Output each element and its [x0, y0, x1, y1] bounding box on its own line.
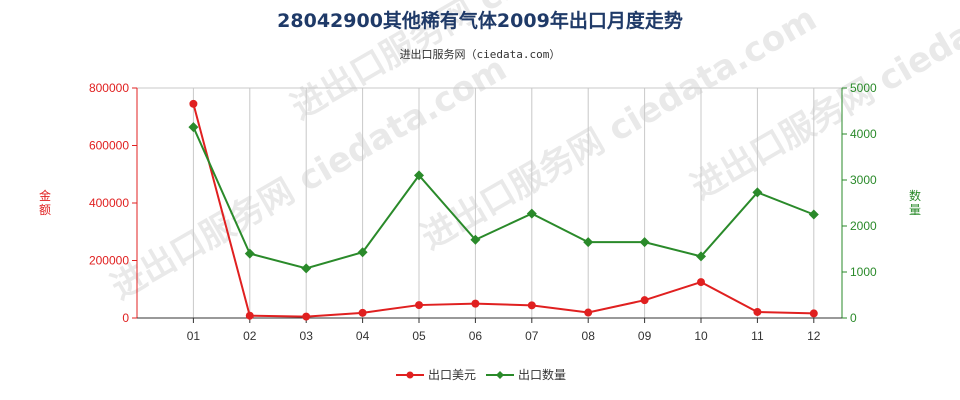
data-point [188, 122, 199, 133]
axes: 0 200000 400000 600000 800000 0 1000 2000 3000 40… [39, 81, 921, 343]
right-tick-label: 4000 [850, 127, 877, 141]
x-tick-label: 03 [300, 329, 314, 343]
x-tick-label: 06 [469, 329, 483, 343]
data-point [697, 278, 705, 287]
data-point [527, 301, 536, 310]
data-point [415, 301, 423, 310]
x-tick-label: 12 [807, 329, 821, 343]
right-tick-label: 2000 [850, 219, 877, 233]
data-point [752, 187, 763, 198]
legend-label: 出口数量 [518, 367, 566, 382]
x-tick-label: 11 [751, 329, 764, 343]
x-tick-label: 02 [243, 329, 257, 343]
chart-title: 28042900其他稀有气体2009年出口月度走势 [277, 9, 683, 32]
data-point [809, 309, 818, 318]
data-point [414, 170, 424, 181]
left-tick-label: 200000 [89, 254, 129, 268]
data-point [189, 99, 198, 108]
left-tick-label: 600000 [89, 139, 129, 153]
data-point [358, 308, 367, 317]
x-tick-label: 01 [187, 329, 201, 343]
left-tick-label: 400000 [89, 196, 129, 210]
data-point [302, 312, 311, 321]
series [188, 99, 819, 321]
legend-swatch-marker [406, 371, 414, 379]
data-point [526, 208, 537, 219]
left-tick-label: 0 [122, 311, 129, 325]
legend: 出口美元 出口数量 [396, 367, 566, 382]
right-tick-label: 5000 [850, 81, 877, 95]
watermark-text: 进出口服务网 ciedata.com [685, 0, 960, 208]
x-tick-label: 04 [356, 329, 370, 343]
series-line [192, 126, 815, 270]
data-point [357, 247, 368, 258]
data-point [470, 234, 481, 245]
chart-subtitle: 进出口服务网（ciedata.com） [400, 47, 561, 61]
x-tick-label: 08 [582, 329, 596, 343]
data-point [245, 311, 254, 320]
right-axis-label: 数量 [909, 188, 921, 217]
data-point [301, 263, 312, 274]
left-axis-label: 金额 [39, 188, 51, 217]
data-point [640, 296, 649, 305]
legend-label: 出口美元 [428, 368, 476, 382]
x-tick-label: 07 [525, 329, 539, 343]
data-point [244, 248, 255, 259]
data-point [471, 299, 480, 308]
data-point [584, 308, 593, 317]
legend-swatch-marker [496, 371, 504, 379]
data-point [639, 237, 650, 248]
data-point [696, 251, 706, 262]
x-tick-label: 10 [694, 329, 708, 343]
x-tick-label: 05 [412, 329, 426, 343]
right-tick-label: 0 [850, 311, 857, 325]
data-point [753, 307, 762, 316]
data-point [583, 237, 594, 248]
series-line [192, 103, 814, 318]
x-tick-label: 09 [638, 329, 652, 343]
right-tick-label: 3000 [850, 173, 877, 187]
right-tick-label: 1000 [850, 265, 877, 279]
left-tick-label: 800000 [89, 81, 129, 95]
data-point [808, 209, 819, 220]
